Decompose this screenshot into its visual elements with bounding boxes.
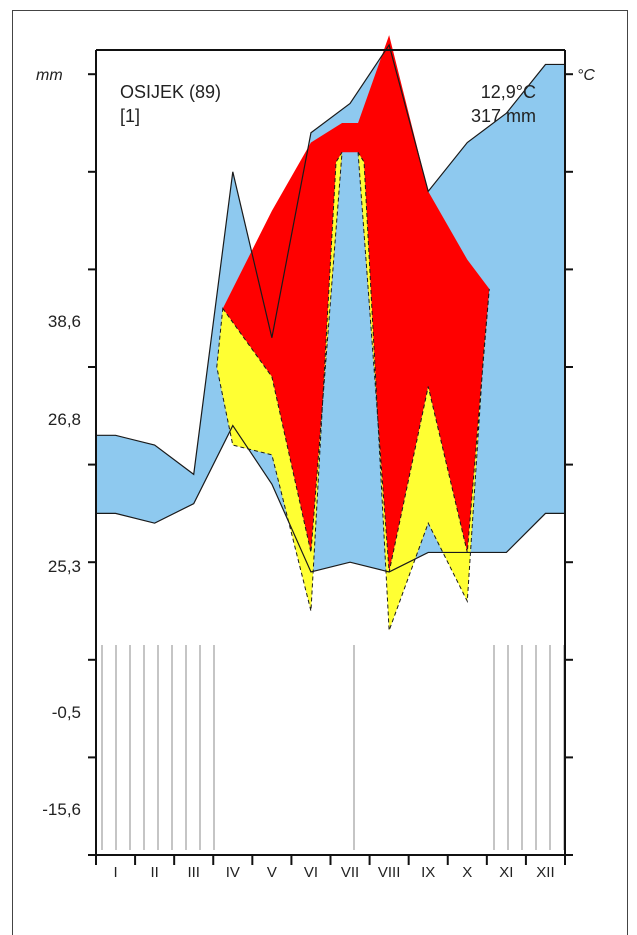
mean-temperature: 12,9°C [481,82,536,102]
upper-curve [96,43,565,476]
outer-border [12,10,628,935]
lower-curve [96,424,565,573]
semi-arid-area [357,152,490,631]
month-label: I [113,864,117,881]
month-label: III [187,864,200,881]
month-label: VII [341,864,359,881]
y-tick-label: -15,6 [42,800,81,819]
month-label: IV [226,864,240,881]
month-label: XII [536,864,554,881]
month-label: XI [499,864,513,881]
month-label: IX [421,864,435,881]
right-axis-unit: °C [577,67,595,84]
month-label: VIII [378,864,401,881]
station-ref: [1] [120,106,140,126]
semi-arid-area [216,152,343,612]
month-label: II [150,864,158,881]
station-name: OSIJEK (89) [120,82,221,102]
y-tick-label: -0,5 [52,703,81,722]
left-axis-unit: mm [36,67,63,84]
month-label: VI [304,864,318,881]
y-tick-label: 26,8 [48,410,81,429]
y-tick-label: 25,3 [48,557,81,576]
month-label: V [267,864,277,881]
annual-precipitation: 317 mm [471,106,536,126]
month-label: X [462,864,472,881]
y-tick-label: 38,6 [48,312,81,331]
